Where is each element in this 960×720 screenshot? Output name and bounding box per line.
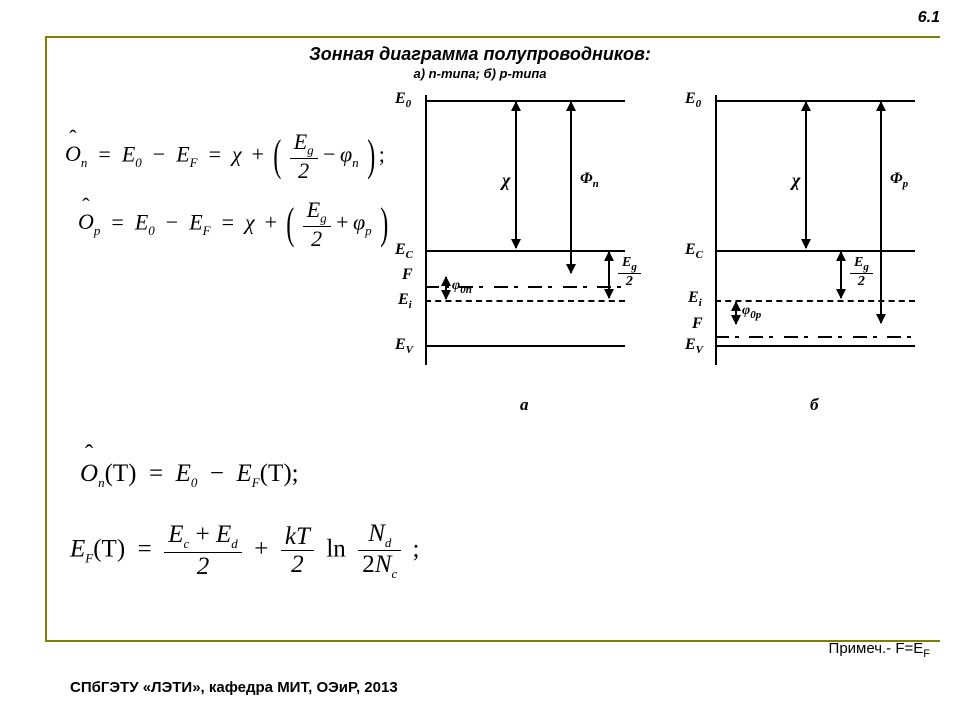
panel-label-a: а (520, 395, 529, 415)
panel-label-b: б (810, 395, 818, 415)
footer-text: СПбГЭТУ «ЛЭТИ», кафедра МИТ, ОЭиР, 2013 (70, 679, 398, 696)
page-subtitle: а) n‑типа; б) p‑типа (0, 66, 960, 81)
equation-phi-n-T: On(T) = E0 − EF(T); (80, 460, 299, 491)
band-diagram-p-type: E0 EC Ei F EV χ Φp Eg2 φ0p б (680, 100, 940, 420)
page-title: Зонная диаграмма полупроводников: (0, 44, 960, 65)
footnote: Примеч.- F=EF (829, 640, 930, 660)
frame-left-rule (45, 36, 47, 640)
frame-bottom-rule (45, 640, 940, 642)
frame-top-rule (45, 36, 940, 38)
equation-phi-n: On = E0 − EF = χ + ( Eg2 − φn ); (65, 130, 385, 183)
page-number: 6.1 (918, 9, 940, 27)
equation-EF-T: EF(T) = Ec + Ed 2 + kT 2 ln Nd 2Nc ; (70, 520, 419, 582)
band-diagram-n-type: E0 EC F Ei EV χ Φn Eg2 φ0n а (390, 100, 650, 420)
equation-phi-p: Op = E0 − EF = χ + ( Eg2 + φp ) (78, 198, 392, 251)
